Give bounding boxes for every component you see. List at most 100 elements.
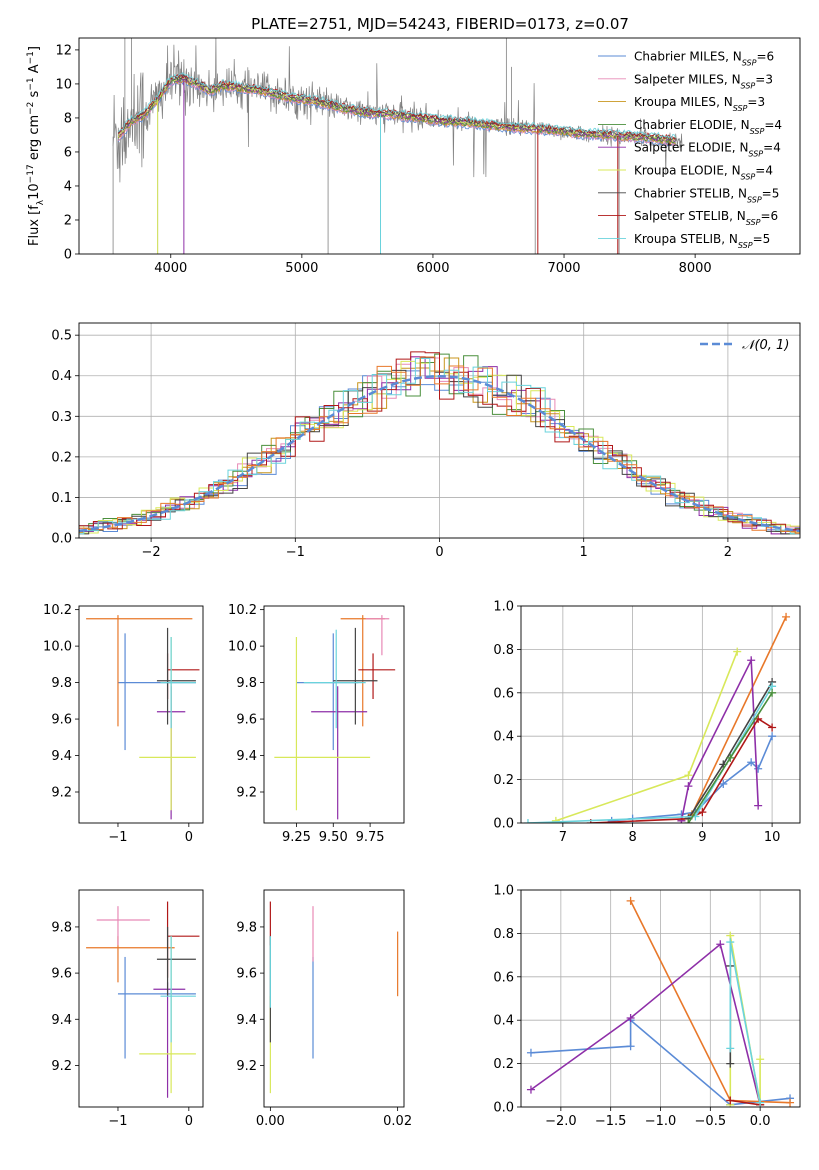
legend-eq: = <box>755 164 765 178</box>
weight-marker <box>768 723 777 732</box>
y-tick-label: 0 <box>64 248 72 263</box>
y-tick-label: 9.4 <box>236 749 257 764</box>
weight-marker <box>733 647 742 656</box>
weight-marker <box>747 758 756 767</box>
axes-frame <box>78 605 204 824</box>
legend-series-name: Chabrier ELODIE <box>634 118 733 132</box>
legend-eq: = <box>763 141 773 155</box>
weight-line <box>680 616 787 822</box>
y-tick-label: 9.4 <box>236 1013 257 1028</box>
legend-entry: Chabrier ELODIE, NSSP=4 <box>634 118 782 136</box>
axes-age-vs-z: −1 0 9.2 9.4 9.6 9.8 10.0 10.2 <box>43 603 204 845</box>
weight-marker <box>626 1042 635 1051</box>
weight-marker <box>754 801 763 810</box>
y-tick-label: 10.2 <box>228 603 257 618</box>
weight-marker <box>526 1085 535 1094</box>
legend-sub: SSP <box>750 126 765 135</box>
weight-marker <box>716 940 725 949</box>
normal-curve <box>79 374 800 533</box>
x-tick-label: 4000 <box>154 261 187 276</box>
y-tick-label: 0.1 <box>51 491 72 506</box>
legend-entry: Kroupa MILES, NSSP=3 <box>634 95 765 113</box>
x-tick-label: 5000 <box>285 261 318 276</box>
y-tick-label: 9.8 <box>51 920 72 935</box>
x-tick-label: −1 <box>108 1114 127 1129</box>
y-tick-label: 0.5 <box>51 329 72 344</box>
legend-series-name: Salpeter ELODIE <box>634 141 732 155</box>
y-tick-label: 0.8 <box>493 927 514 942</box>
y-tick-label: 0.2 <box>51 450 72 465</box>
legend-label: 𝒩(0, 1) <box>742 338 789 353</box>
residual-histogram <box>79 356 800 534</box>
legend-sub: SSP <box>748 149 763 158</box>
y-tick-label: 10.0 <box>228 640 257 655</box>
weight-marker <box>747 656 756 665</box>
y-tick-label: 1.0 <box>493 884 514 899</box>
legend-series-name: Salpeter STELIB <box>634 209 729 223</box>
legend-n: N <box>739 141 748 155</box>
y-tick-label: 9.6 <box>51 713 72 728</box>
y-axis-label-part: Flux [f <box>27 205 42 246</box>
legend-nssp-value: 4 <box>774 118 782 132</box>
legend-entry: Chabrier STELIB, NSSP=5 <box>634 186 779 204</box>
legend-sep: , <box>732 141 740 155</box>
weight-marker <box>726 1096 735 1105</box>
legend-entry: Salpeter STELIB, NSSP=6 <box>634 209 778 227</box>
x-tick-label: 9.50 <box>319 830 348 845</box>
weight-marker <box>768 688 777 697</box>
legend-eq: = <box>762 186 772 200</box>
x-tick-label: −1.0 <box>645 1114 677 1129</box>
y-tick-label: 9.2 <box>236 1059 257 1074</box>
legend-sep: , <box>725 50 733 64</box>
y-tick-label: 8 <box>64 111 72 126</box>
weight-marker <box>607 816 616 823</box>
axes-mass-weight-vs-age: 7 8 9 10 0.0 0.2 0.4 0.6 0.8 1.0 <box>493 600 801 845</box>
weight-marker <box>756 1098 765 1107</box>
y-tick-label: 0.4 <box>493 1014 514 1029</box>
axes-age-vs-mass: 9.25 9.50 9.75 9.2 9.4 9.6 9.8 10.0 10.2 <box>228 603 405 845</box>
axes-frame <box>78 889 204 1108</box>
legend-series-name: Kroupa ELODIE <box>634 164 724 178</box>
axes-frame <box>520 889 801 1108</box>
legend-series-name: Kroupa MILES <box>634 95 716 109</box>
y-tick-label: 4 <box>64 179 72 194</box>
x-tick-label: −1 <box>286 545 305 560</box>
legend-eq: = <box>764 118 774 132</box>
weight-marker <box>768 732 777 741</box>
weight-marker <box>684 819 693 823</box>
legend-sep: , <box>730 186 738 200</box>
legend-eq: = <box>760 209 770 223</box>
legend-n: N <box>733 50 742 64</box>
y-tick-label: 9.8 <box>236 920 257 935</box>
y-tick-label: 1.0 <box>493 600 514 615</box>
legend-series-name: Chabrier STELIB <box>634 186 730 200</box>
legend-nssp-value: 5 <box>772 186 780 200</box>
x-tick-label: 2 <box>724 545 732 560</box>
y-axis-label: Flux [fλ10−17 erg cm−2 s−1 A−1] <box>26 46 46 246</box>
x-tick-label: 0.02 <box>383 1114 412 1129</box>
legend-n: N <box>732 164 741 178</box>
model-spectrum-line <box>117 72 676 140</box>
axes-frame <box>78 37 801 255</box>
axes-frame <box>263 889 405 1108</box>
legend-sep: , <box>716 95 724 109</box>
weight-marker <box>526 1048 535 1057</box>
y-tick-label: 9.2 <box>236 786 257 801</box>
axes-mass-weight-vs-z: −2.0 −1.5 −1.0 −0.5 0.0 0.0 0.2 0.4 0.6 0.8 1.0 <box>493 884 801 1129</box>
y-axis-label-part: 10 <box>27 183 42 200</box>
y-tick-label: 12 <box>55 43 72 58</box>
x-tick-label: −0.5 <box>695 1114 727 1129</box>
legend-nssp-value: 4 <box>773 141 781 155</box>
y-tick-label: 9.8 <box>236 676 257 691</box>
x-tick-label: 9.25 <box>282 830 311 845</box>
weight-line <box>530 942 761 1105</box>
x-tick-label: 0.00 <box>256 1114 285 1129</box>
y-tick-label: 9.6 <box>236 713 257 728</box>
y-axis-label-part: −1 <box>26 77 36 90</box>
weight-marker <box>782 612 791 621</box>
y-tick-label: 9.6 <box>51 967 72 982</box>
y-tick-label: 0.2 <box>493 773 514 788</box>
x-tick-label: −2.0 <box>545 1114 577 1129</box>
axes-frame <box>263 605 405 824</box>
